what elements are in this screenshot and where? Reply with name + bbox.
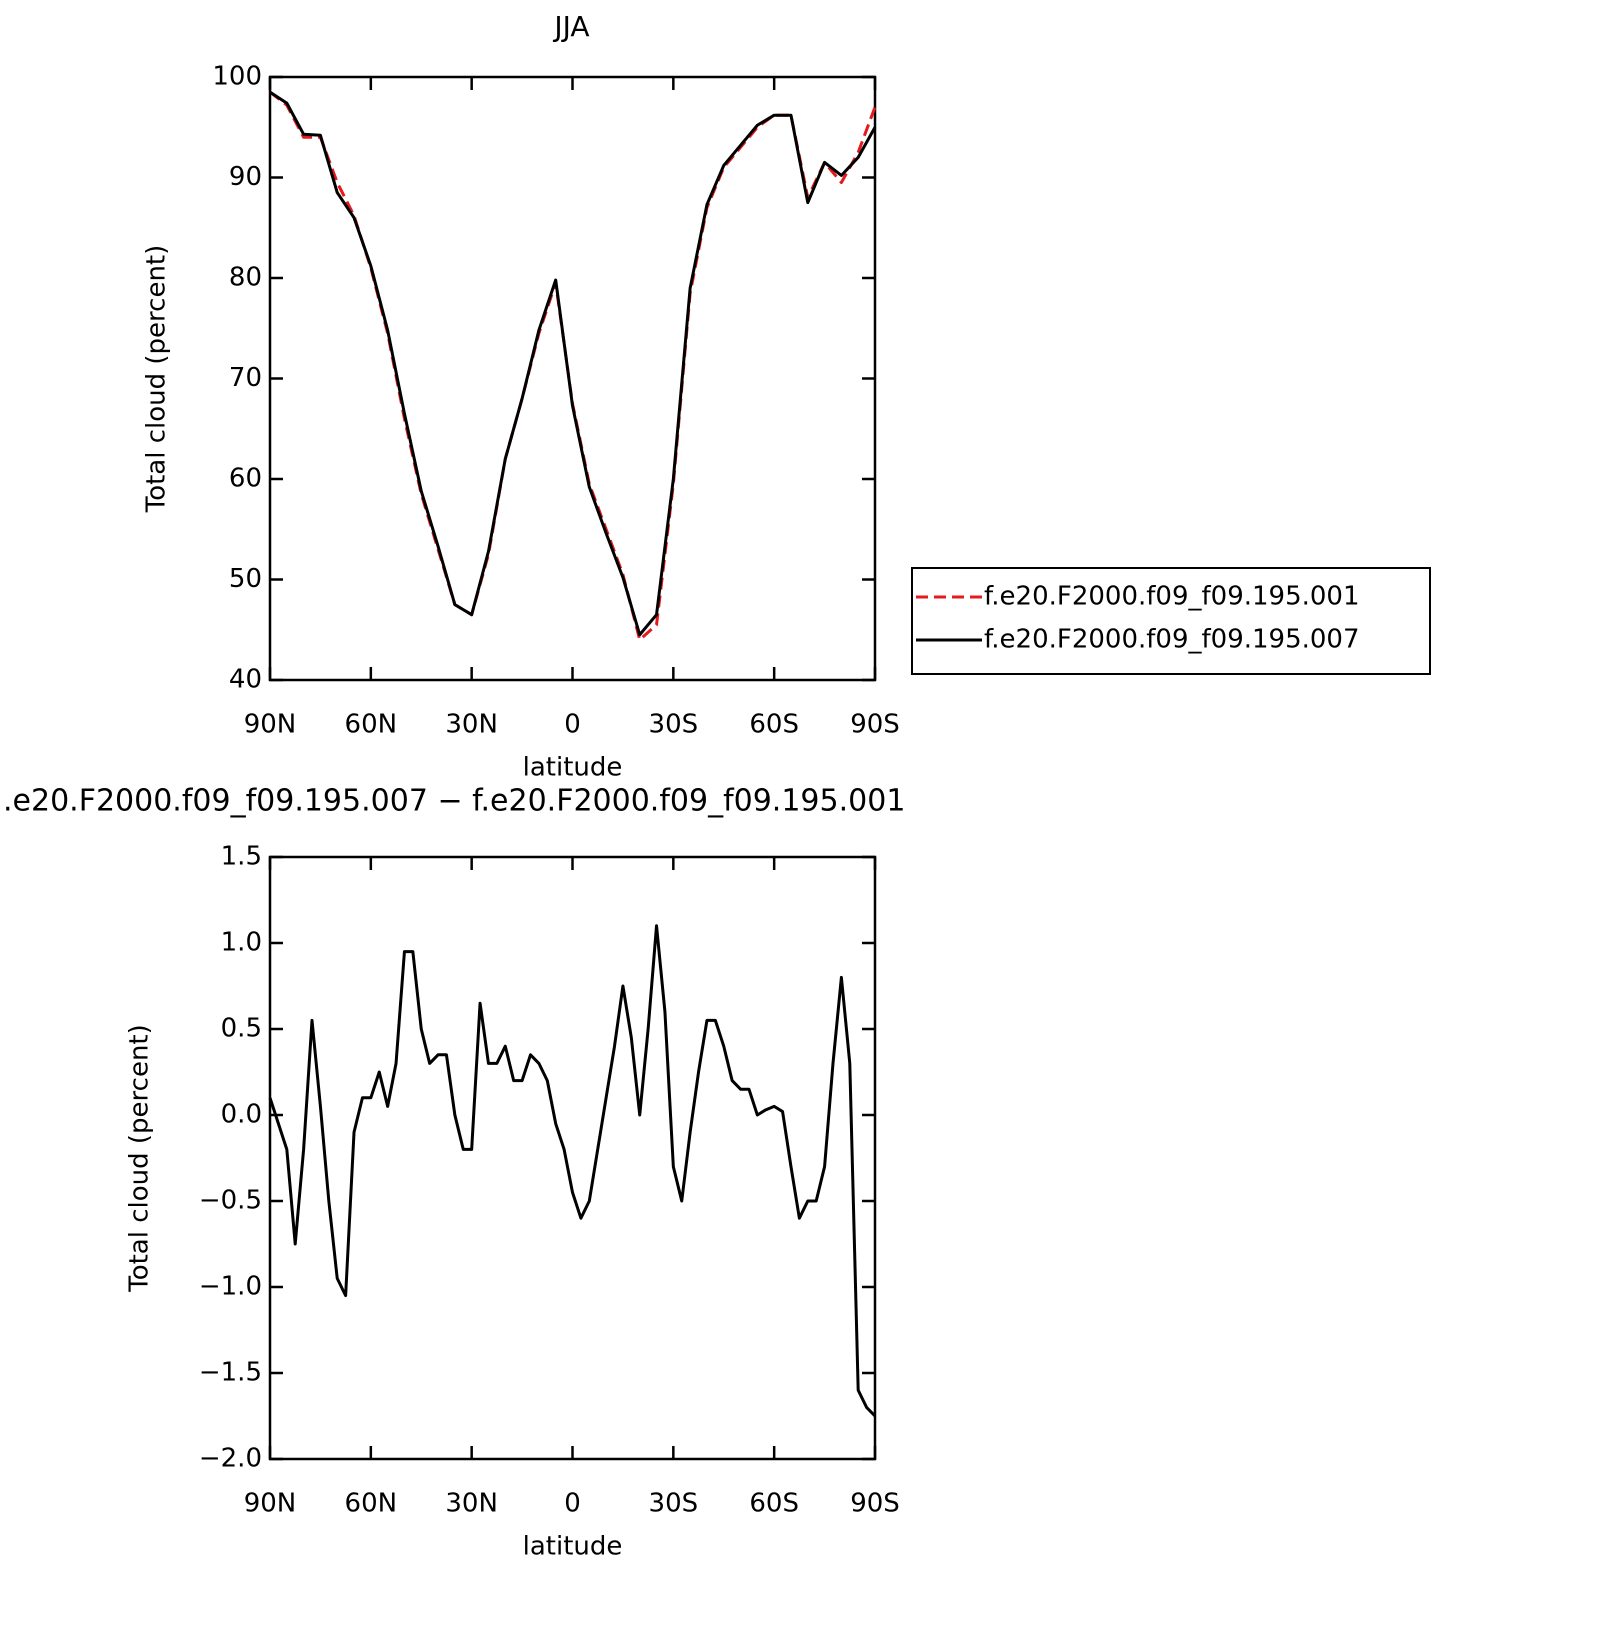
x-tick-label: 60S bbox=[749, 710, 799, 740]
chart-title: .e20.F2000.f09_f09.195.007 − f.e20.F2000… bbox=[3, 784, 905, 819]
y-tick-label: 60 bbox=[229, 464, 262, 494]
chart-title: JJA bbox=[552, 10, 589, 43]
y-tick-label: 70 bbox=[229, 363, 262, 393]
x-axis-label: latitude bbox=[523, 1532, 623, 1562]
x-tick-label: 0 bbox=[564, 1489, 581, 1519]
legend-label: f.e20.F2000.f09_f09.195.007 bbox=[984, 625, 1360, 655]
x-tick-label: 30S bbox=[649, 1489, 699, 1519]
x-tick-label: 60S bbox=[749, 1489, 799, 1519]
plot-frame bbox=[268, 855, 877, 1461]
x-tick-label: 90S bbox=[850, 1489, 900, 1519]
y-tick-label: 80 bbox=[229, 263, 262, 293]
legend-box bbox=[911, 567, 1431, 675]
x-tick-label: 30S bbox=[649, 710, 699, 740]
y-tick-label: 100 bbox=[212, 62, 262, 92]
x-tick-label: 60N bbox=[345, 1489, 398, 1519]
y-tick-label: 50 bbox=[229, 564, 262, 594]
legend-label: f.e20.F2000.f09_f09.195.001 bbox=[984, 582, 1360, 612]
x-tick-label: 30N bbox=[445, 710, 498, 740]
y-tick-label: 90 bbox=[229, 162, 262, 192]
y-axis-label: Total cloud (percent) bbox=[125, 1024, 155, 1293]
x-tick-label: 90N bbox=[244, 710, 297, 740]
x-tick-label: 90S bbox=[850, 710, 900, 740]
x-tick-label: 0 bbox=[564, 710, 581, 740]
y-tick-label: 40 bbox=[229, 665, 262, 695]
x-tick-label: 90N bbox=[244, 1489, 297, 1519]
y-tick-label: 1.5 bbox=[221, 842, 262, 872]
y-tick-label: −1.0 bbox=[199, 1272, 262, 1302]
data-line bbox=[268, 924, 877, 1418]
y-tick-label: 0.5 bbox=[221, 1014, 262, 1044]
y-tick-label: −2.0 bbox=[199, 1444, 262, 1474]
y-tick-label: −1.5 bbox=[199, 1358, 262, 1388]
y-tick-label: 0.0 bbox=[221, 1100, 262, 1130]
data-line bbox=[269, 90, 877, 637]
x-tick-label: 30N bbox=[445, 1489, 498, 1519]
y-tick-label: −0.5 bbox=[199, 1186, 262, 1216]
x-axis-label: latitude bbox=[523, 753, 623, 783]
y-tick-label: 1.0 bbox=[221, 928, 262, 958]
plot-frame bbox=[268, 75, 877, 682]
y-axis-label: Total cloud (percent) bbox=[142, 245, 172, 514]
data-line bbox=[269, 90, 877, 642]
x-tick-label: 60N bbox=[345, 710, 398, 740]
